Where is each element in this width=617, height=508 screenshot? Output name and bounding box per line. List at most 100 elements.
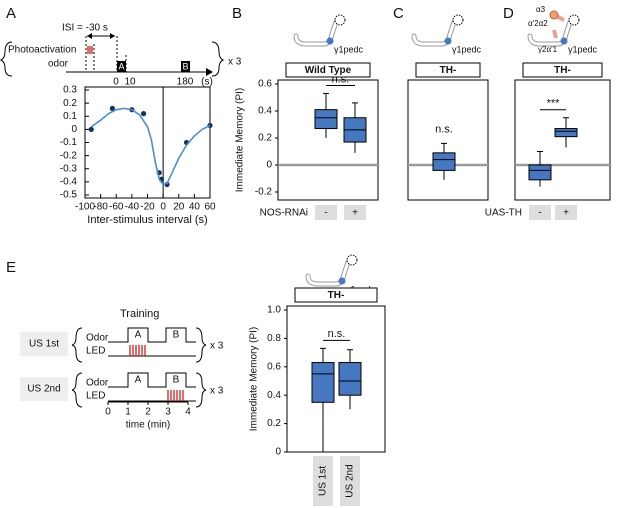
box bbox=[528, 164, 552, 181]
odor-trace bbox=[108, 327, 196, 343]
y-tick-label: -0.2 bbox=[60, 150, 78, 161]
compartment-highlight bbox=[549, 10, 559, 20]
neuron-calyx bbox=[334, 14, 346, 26]
row-label-box bbox=[20, 377, 68, 401]
box bbox=[432, 152, 456, 171]
plot-frame bbox=[514, 79, 611, 201]
y-tick-label: 0.2 bbox=[63, 98, 77, 109]
y-tick-label: 0.2 bbox=[267, 418, 281, 429]
condition-box bbox=[344, 205, 366, 220]
box bbox=[311, 362, 335, 403]
x-tick-label: 0 bbox=[160, 202, 166, 213]
y-axis-label: Immediate Memory (PI) bbox=[249, 327, 260, 431]
x-tick-label: 20 bbox=[173, 202, 185, 213]
plot-frame bbox=[286, 305, 386, 453]
row-label: US 2nd bbox=[27, 384, 60, 395]
compartment-highlight bbox=[552, 14, 565, 39]
odor-a: A bbox=[135, 375, 142, 386]
significance-label: n.s. bbox=[435, 123, 453, 135]
neuron-calyx bbox=[346, 254, 358, 266]
odor-trace bbox=[108, 372, 196, 388]
compartment-label: γ2α'1 bbox=[538, 45, 558, 54]
data-point bbox=[109, 105, 115, 111]
neuron-compartment bbox=[444, 37, 452, 45]
brace bbox=[71, 327, 83, 363]
x-axis-label: Inter-stimulus interval (s) bbox=[87, 214, 207, 226]
x-tick-label: -60 bbox=[109, 202, 124, 213]
y-tick-label: 0.3 bbox=[63, 85, 77, 96]
y-tick-label: 0.2 bbox=[258, 133, 272, 144]
odor-b: B bbox=[173, 330, 180, 341]
box bbox=[314, 109, 338, 130]
brace bbox=[211, 41, 225, 77]
time-label: 10 bbox=[124, 77, 136, 88]
y-tick-label: -0.5 bbox=[60, 190, 78, 201]
repeat-label: x 3 bbox=[210, 386, 224, 397]
significance-label: n.s. bbox=[332, 73, 350, 85]
chart-title: TH- bbox=[328, 290, 345, 301]
time-tick-label: 1 bbox=[125, 407, 131, 418]
neuron-compartment bbox=[326, 37, 334, 45]
odor-a-label: A bbox=[118, 61, 124, 71]
category-box bbox=[340, 456, 360, 506]
time-tick-label: 0 bbox=[105, 407, 111, 418]
panel-letter: A bbox=[6, 5, 16, 22]
arrowhead bbox=[206, 68, 213, 76]
row-label-box bbox=[20, 332, 68, 356]
box bbox=[338, 362, 362, 396]
condition-value: - bbox=[324, 208, 327, 219]
title-box bbox=[415, 62, 481, 78]
time-unit: (s) bbox=[201, 77, 213, 88]
box bbox=[554, 128, 578, 138]
panel-letter: E bbox=[6, 259, 16, 276]
significance-label: *** bbox=[547, 98, 561, 110]
brace bbox=[195, 372, 207, 408]
time-tick-label: 4 bbox=[185, 407, 191, 418]
dashed-guides bbox=[85, 36, 127, 72]
panel-letter: D bbox=[503, 5, 514, 22]
chart-title: TH- bbox=[440, 65, 457, 76]
light-pulse bbox=[87, 46, 93, 54]
compartment-label: α'2α2 bbox=[528, 19, 548, 28]
title-box bbox=[522, 62, 603, 78]
y-tick-label: 0.6 bbox=[267, 361, 281, 372]
condition-value: + bbox=[352, 208, 358, 219]
time-label: 0 bbox=[113, 77, 119, 88]
x-tick-label: US 1st bbox=[318, 466, 329, 496]
y-tick-label: -0.4 bbox=[60, 177, 78, 188]
training-diagram: E Training bbox=[6, 259, 159, 320]
x-tick-label: 60 bbox=[204, 202, 216, 213]
odor-b-box bbox=[181, 61, 190, 72]
brace bbox=[71, 372, 83, 408]
led-label: LED bbox=[86, 346, 105, 357]
condition-label: NOS-RNAi bbox=[260, 208, 308, 219]
timeline-diagram: ISI = -30 s Photoactivation odor A B 0 1… bbox=[0, 23, 242, 88]
neuron-calyx bbox=[568, 14, 580, 26]
y-tick-label: -0.3 bbox=[60, 163, 78, 174]
chart-title: TH- bbox=[554, 65, 571, 76]
x-tick-label: -100 bbox=[75, 202, 95, 213]
neuron-compartment bbox=[560, 37, 568, 45]
time-label: 180 bbox=[177, 77, 194, 88]
significance-label: n.s. bbox=[328, 328, 346, 340]
plot-frame bbox=[407, 79, 489, 201]
y-tick-label: 0 bbox=[71, 124, 77, 135]
brace bbox=[0, 41, 13, 77]
time-tick-label: 3 bbox=[165, 407, 171, 418]
panel-letter: B bbox=[232, 5, 242, 22]
odor-b-label: B bbox=[182, 61, 188, 71]
repeat-label: x 3 bbox=[210, 341, 224, 352]
category-box bbox=[313, 456, 333, 506]
condition-box bbox=[315, 205, 337, 220]
x-tick-label: US 2nd bbox=[345, 464, 356, 497]
neuron-label: γ1pedc bbox=[334, 44, 364, 54]
repeat-label: x 3 bbox=[228, 57, 242, 68]
photoactivation-label: Photoactivation bbox=[8, 45, 76, 56]
time-axis-label: time (min) bbox=[126, 420, 170, 431]
x-tick-label: -80 bbox=[93, 202, 108, 213]
y-tick-label: 0.4 bbox=[258, 106, 272, 117]
neuron-compartment bbox=[338, 277, 346, 285]
time-tick-label: 2 bbox=[145, 407, 151, 418]
compartment-label: α3 bbox=[536, 5, 546, 14]
